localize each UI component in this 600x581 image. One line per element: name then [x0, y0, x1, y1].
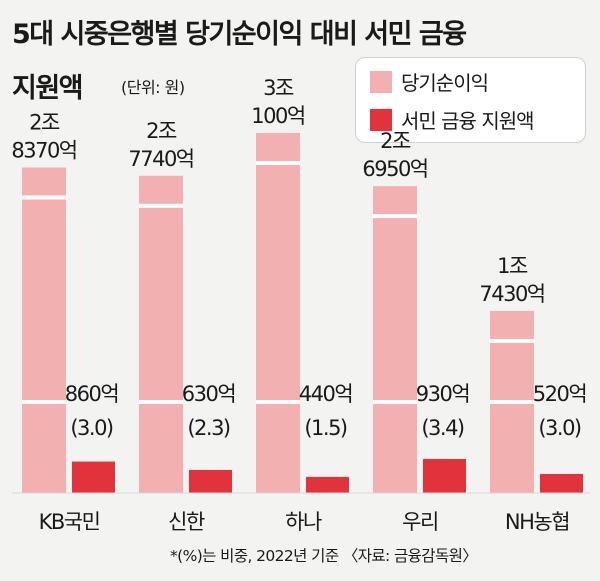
net-income-label: 6950억: [362, 157, 427, 181]
net-income-bar: [256, 133, 300, 493]
net-income-bar: [22, 167, 66, 493]
footnote: *(%)는 비중, 2022년 기준 〈자료: 금융감독원〉: [170, 547, 478, 565]
category-label: 우리: [402, 510, 438, 534]
support-label: 630억: [182, 382, 235, 406]
support-label: 860억: [65, 382, 118, 406]
chart-title: 5대 시중은행별 당기순이익 대비 서민 금융: [12, 19, 467, 50]
net-income-label: 8370억: [11, 138, 76, 162]
axis-break-mark: [139, 203, 183, 208]
net-income-label: 2조: [146, 119, 177, 143]
net-income-label: 2조: [29, 110, 60, 134]
axis-break-mark: [490, 400, 534, 404]
legend-item-support: 서민 금융 지원액: [370, 105, 535, 134]
support-bar: [423, 459, 466, 493]
support-share-label: (3.0): [70, 416, 113, 440]
support-label: 440억: [299, 382, 352, 406]
support-label: 520억: [533, 382, 586, 406]
legend-swatch-support: [370, 108, 392, 131]
category-label: 신한: [168, 510, 205, 534]
support-label: 930억: [416, 382, 469, 406]
axis-break-mark: [490, 339, 534, 343]
category-label: NH농협: [505, 510, 569, 534]
support-bar: [540, 473, 583, 493]
axis-break-mark: [373, 400, 417, 404]
legend-label-net-income: 당기순이익: [401, 71, 489, 95]
chart-title-line2: 지원액: [12, 73, 84, 104]
axis-break-mark: [256, 400, 300, 404]
unit-label: (단위: 원): [121, 78, 185, 97]
axis-break-mark: [256, 161, 300, 165]
net-income-label: 3조: [263, 76, 294, 100]
support-share-label: (2.3): [187, 416, 230, 440]
axis-break-mark: [139, 400, 183, 404]
support-bar: [306, 476, 349, 493]
legend-item-net-income: 당기순이익: [370, 67, 489, 96]
net-income-label: 7430억: [479, 282, 544, 306]
net-income-label: 100억: [251, 104, 304, 128]
category-label: 하나: [285, 510, 322, 534]
support-share-label: (1.5): [304, 416, 347, 440]
legend-swatch-net-income: [370, 70, 392, 93]
legend: 당기순이익 서민 금융 지원액: [355, 57, 586, 143]
net-income-bar: [373, 186, 417, 493]
axis-break-mark: [373, 214, 417, 219]
net-income-label: 7740억: [128, 147, 193, 171]
support-bar: [72, 461, 115, 493]
net-income-label: 2조: [380, 129, 411, 153]
support-share-label: (3.4): [421, 416, 464, 440]
support-bar: [189, 469, 232, 493]
category-label: KB국민: [39, 510, 100, 534]
support-share-label: (3.0): [538, 416, 581, 440]
axis-break-mark: [22, 195, 66, 200]
legend-label-support: 서민 금융 지원액: [401, 109, 535, 133]
net-income-label: 1조: [497, 254, 528, 278]
axis-break-mark: [22, 400, 66, 404]
net-income-bar: [139, 175, 183, 494]
